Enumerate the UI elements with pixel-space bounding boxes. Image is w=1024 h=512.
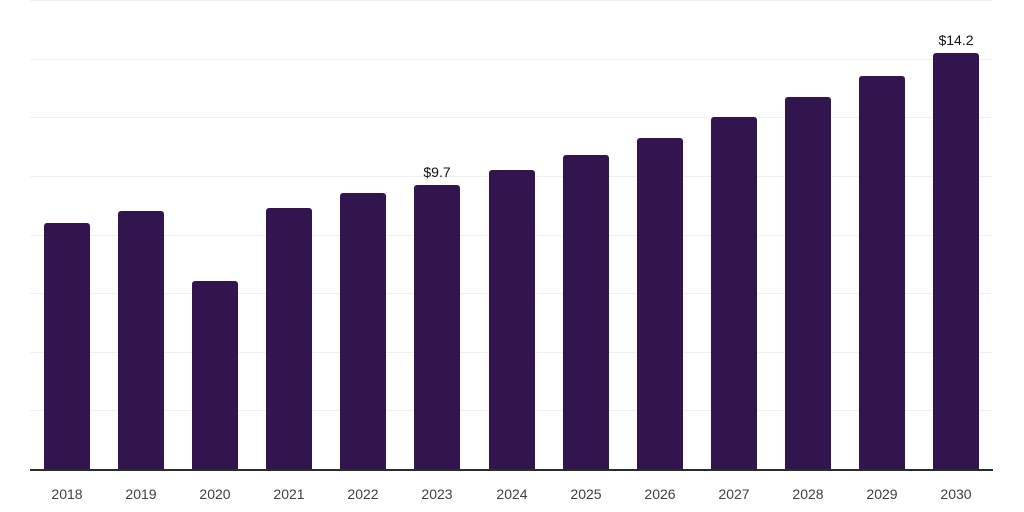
x-tick-label-2018: 2018 (51, 486, 83, 502)
x-tick-label-2026: 2026 (644, 486, 676, 502)
bar-2022 (340, 193, 386, 469)
gridline-y14 (30, 59, 993, 60)
bar-2024 (489, 170, 535, 469)
x-tick-label-2029: 2029 (866, 486, 898, 502)
bar-2030 (933, 53, 979, 469)
plot-area: 2018 2019 2020 2021 2022 2023 2024 2025 2026 2027… (30, 0, 993, 512)
bar-2028 (785, 97, 831, 469)
bar-2019 (118, 211, 164, 469)
bar-2026 (637, 138, 683, 469)
bar-2020 (192, 281, 238, 469)
gridline-y16 (30, 0, 993, 1)
bar-2025 (563, 155, 609, 469)
value-label-2023: $9.7 (423, 164, 451, 180)
x-tick-label-2022: 2022 (347, 486, 379, 502)
bar-2029 (859, 76, 905, 469)
x-tick-label-2021: 2021 (273, 486, 305, 502)
x-tick-label-2024: 2024 (496, 486, 528, 502)
x-tick-label-2027: 2027 (718, 486, 750, 502)
value-label-2030: $14.2 (938, 32, 974, 48)
x-tick-label-2019: 2019 (125, 486, 157, 502)
x-axis-line (30, 469, 993, 471)
bar-2023 (414, 185, 460, 469)
x-tick-label-2028: 2028 (792, 486, 824, 502)
bar-2018 (44, 223, 90, 469)
gridline-y12 (30, 117, 993, 118)
bar-2027 (711, 117, 757, 469)
x-tick-label-2020: 2020 (199, 486, 231, 502)
x-tick-label-2030: 2030 (940, 486, 972, 502)
bar-2021 (266, 208, 312, 469)
x-tick-label-2025: 2025 (570, 486, 602, 502)
x-tick-label-2023: 2023 (421, 486, 453, 502)
